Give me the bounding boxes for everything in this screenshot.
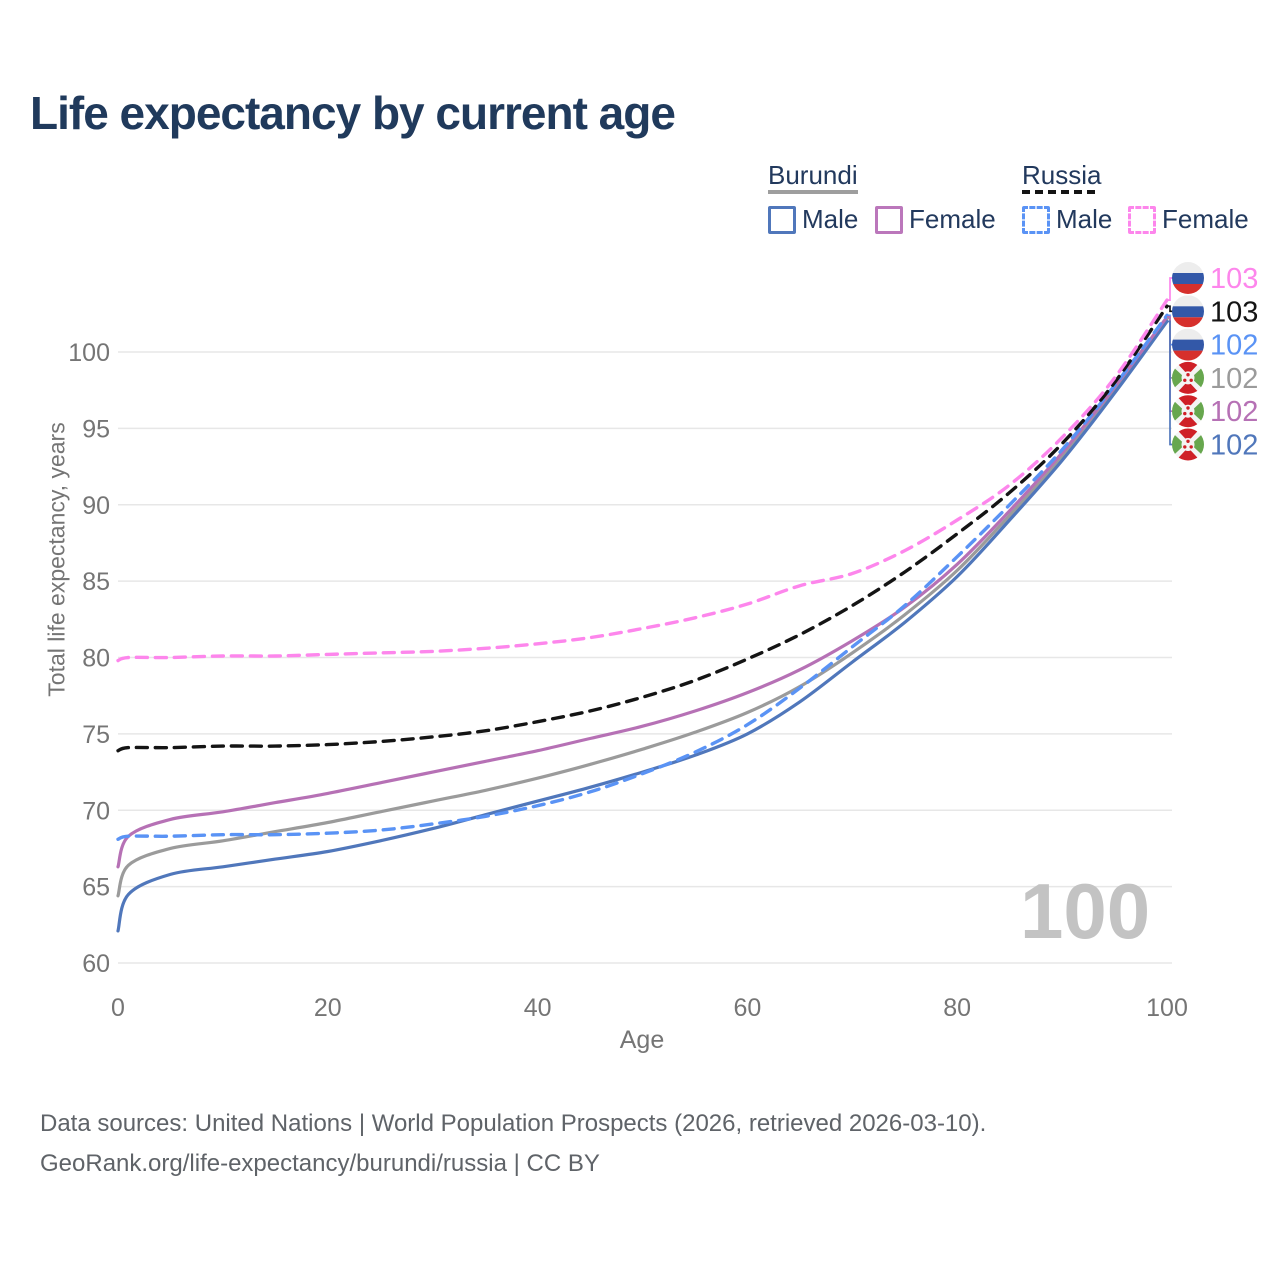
- series-line-russia_total: [116, 304, 1169, 753]
- russia-male-checkbox[interactable]: [1022, 205, 1050, 234]
- y-tick-label: 85: [82, 568, 110, 596]
- legend-item-russia-female[interactable]: Female: [1128, 204, 1249, 235]
- y-tick-label: 80: [82, 645, 110, 673]
- y-tick-label: 90: [82, 492, 110, 520]
- flag-icon-russia: [1172, 295, 1204, 328]
- legend-group-burundi-label[interactable]: Burundi: [768, 160, 858, 190]
- end-value-label: 103: [1210, 296, 1258, 328]
- legend-item-russia-male[interactable]: Male: [1022, 204, 1112, 235]
- y-tick-label: 95: [82, 415, 110, 443]
- legend-group-russia-label[interactable]: Russia: [1022, 160, 1102, 190]
- end-value-label: 102: [1210, 396, 1258, 428]
- legend-item-label: Female: [909, 204, 996, 234]
- legend-item-burundi-male[interactable]: Male: [768, 204, 858, 235]
- flag-icon-burundi: [1172, 361, 1204, 394]
- end-value-label: 102: [1210, 330, 1258, 362]
- footer: Data sources: United Nations | World Pop…: [40, 1104, 986, 1184]
- burundi-female-checkbox[interactable]: [875, 205, 903, 234]
- x-tick-label: 80: [943, 994, 971, 1022]
- y-tick-label: 100: [68, 339, 110, 367]
- legend-item-burundi-female[interactable]: Female: [875, 204, 996, 235]
- x-tick-label: 40: [524, 994, 552, 1022]
- series-line-burundi_female: [116, 315, 1169, 869]
- legend-item-label: Male: [1056, 204, 1113, 234]
- flag-icon-russia: [1172, 328, 1204, 361]
- flag-icon-russia: [1172, 262, 1204, 294]
- y-tick-label: 70: [82, 797, 110, 825]
- series-line-russia_male: [116, 313, 1169, 841]
- x-tick-label: 0: [111, 994, 125, 1022]
- legend-burundi-line-sample: [768, 190, 858, 194]
- x-axis-title: Age: [619, 1026, 665, 1054]
- end-value-label: 103: [1210, 263, 1258, 295]
- flag-icon-burundi: [1172, 395, 1204, 428]
- end-value-label: 102: [1210, 430, 1258, 462]
- y-tick-label: 65: [82, 874, 110, 902]
- series-line-burundi_total: [116, 316, 1169, 898]
- burundi-male-checkbox[interactable]: [768, 205, 796, 234]
- series-line-russia_female: [116, 298, 1169, 663]
- x-tick-label: 60: [733, 994, 761, 1022]
- attribution-line: GeoRank.org/life-expectancy/burundi/russ…: [40, 1150, 600, 1177]
- leader-line: [1167, 316, 1175, 413]
- legend-russia-line-sample: [1022, 190, 1095, 194]
- legend-item-label: Female: [1162, 204, 1249, 234]
- russia-female-checkbox[interactable]: [1128, 205, 1156, 234]
- data-sources-line: Data sources: United Nations | World Pop…: [40, 1110, 987, 1137]
- x-tick-label: 100: [1146, 994, 1188, 1022]
- series-line-burundi_male: [116, 319, 1169, 933]
- end-value-label: 102: [1210, 363, 1258, 395]
- y-tick-label: 75: [82, 721, 110, 749]
- flag-icon-burundi: [1172, 428, 1204, 461]
- y-axis-title: Total life expectancy, years: [43, 422, 70, 697]
- y-tick-label: 60: [82, 950, 110, 978]
- legend-item-label: Male: [802, 204, 859, 234]
- page-title: Life expectancy by current age: [30, 87, 676, 139]
- current-age-watermark: 100: [1020, 867, 1151, 955]
- x-tick-label: 20: [314, 994, 342, 1022]
